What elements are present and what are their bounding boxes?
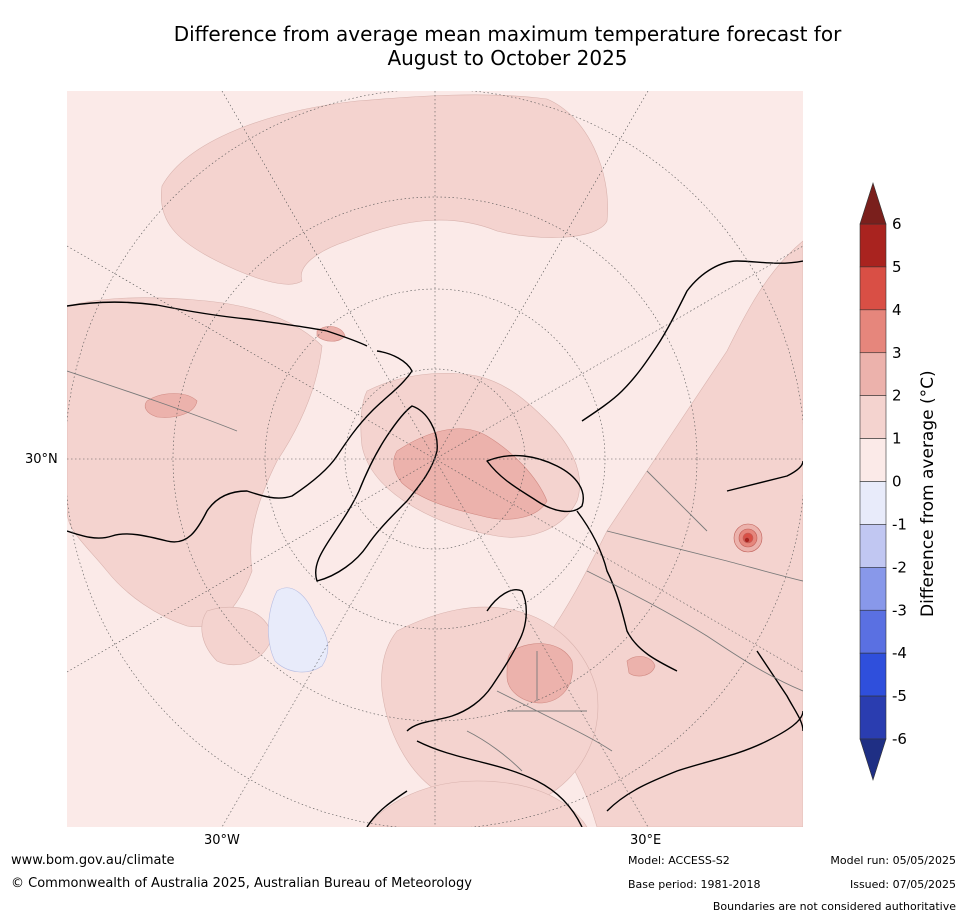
colorbar-band <box>859 223 887 268</box>
colorbar-tick-label: -6 <box>892 730 907 748</box>
colorbar-tick-label: 4 <box>892 301 902 319</box>
colorbar-tick-label: 6 <box>892 215 902 233</box>
colorbar-band <box>859 567 887 611</box>
footer-disclaimer: Boundaries are not considered authoritat… <box>712 900 956 913</box>
colorbar-tick-label: -5 <box>892 687 907 705</box>
lon-label-30w: 30°W <box>204 833 240 848</box>
colorbar-tick-label: -2 <box>892 558 907 576</box>
footer-issued: Issued: 07/05/2025 <box>849 878 956 891</box>
colorbar-under-arrow <box>859 738 887 781</box>
colorbar-bands <box>859 223 887 740</box>
colorbar-band <box>859 395 887 439</box>
footer-copyright: © Commonwealth of Australia 2025, Austra… <box>11 876 472 891</box>
colorbar-tick-label: 3 <box>892 344 902 362</box>
title-line-2: August to October 2025 <box>387 46 628 70</box>
colorbar-band <box>859 309 887 354</box>
colorbar-tick-label: 1 <box>892 430 902 448</box>
coastlines <box>67 260 803 827</box>
footer-model: Model: ACCESS-S2 <box>628 854 730 867</box>
colorbar-over-arrow <box>859 182 887 225</box>
footer-url: www.bom.gov.au/climate <box>11 853 175 868</box>
lon-label-30e: 30°E <box>630 833 662 848</box>
colorbar-band <box>859 266 887 311</box>
polar-anomaly-map <box>67 91 803 827</box>
anomaly-hotspot <box>733 523 763 553</box>
colorbar-tick-label: 0 <box>892 473 902 491</box>
colorbar-band <box>859 695 887 740</box>
colorbar-ticks: 6 5 4 3 2 1 0 -1 -2 -3 -4 -5 -6 <box>892 215 907 748</box>
footer-model-run: Model run: 05/05/2025 <box>830 854 956 867</box>
country-boundaries <box>67 370 803 772</box>
colorbar-tick-label: -3 <box>892 601 907 619</box>
footer-base-period: Base period: 1981-2018 <box>628 878 761 891</box>
colorbar-title: Difference from average (°C) <box>918 370 938 617</box>
colorbar: 6 5 4 3 2 1 0 -1 -2 -3 -4 -5 -6 <box>859 182 907 781</box>
colorbar-tick-label: 2 <box>892 387 902 405</box>
anomaly-2-3-areas <box>144 326 656 704</box>
colorbar-band <box>859 609 887 654</box>
anomaly-negative-area <box>268 587 329 673</box>
title-line-1: Difference from average mean maximum tem… <box>173 22 842 46</box>
lat-label-30n: 30°N <box>25 452 58 467</box>
map-title: Difference from average mean maximum tem… <box>60 22 955 70</box>
colorbar-band <box>859 481 887 525</box>
colorbar-band <box>859 438 887 482</box>
colorbar-tick-label: -4 <box>892 644 907 662</box>
colorbar-tick-label: -1 <box>892 515 907 533</box>
graticule <box>67 91 803 827</box>
colorbar-tick-label: 5 <box>892 258 902 276</box>
colorbar-band <box>859 524 887 568</box>
colorbar-band <box>859 652 887 697</box>
colorbar-band <box>859 352 887 396</box>
